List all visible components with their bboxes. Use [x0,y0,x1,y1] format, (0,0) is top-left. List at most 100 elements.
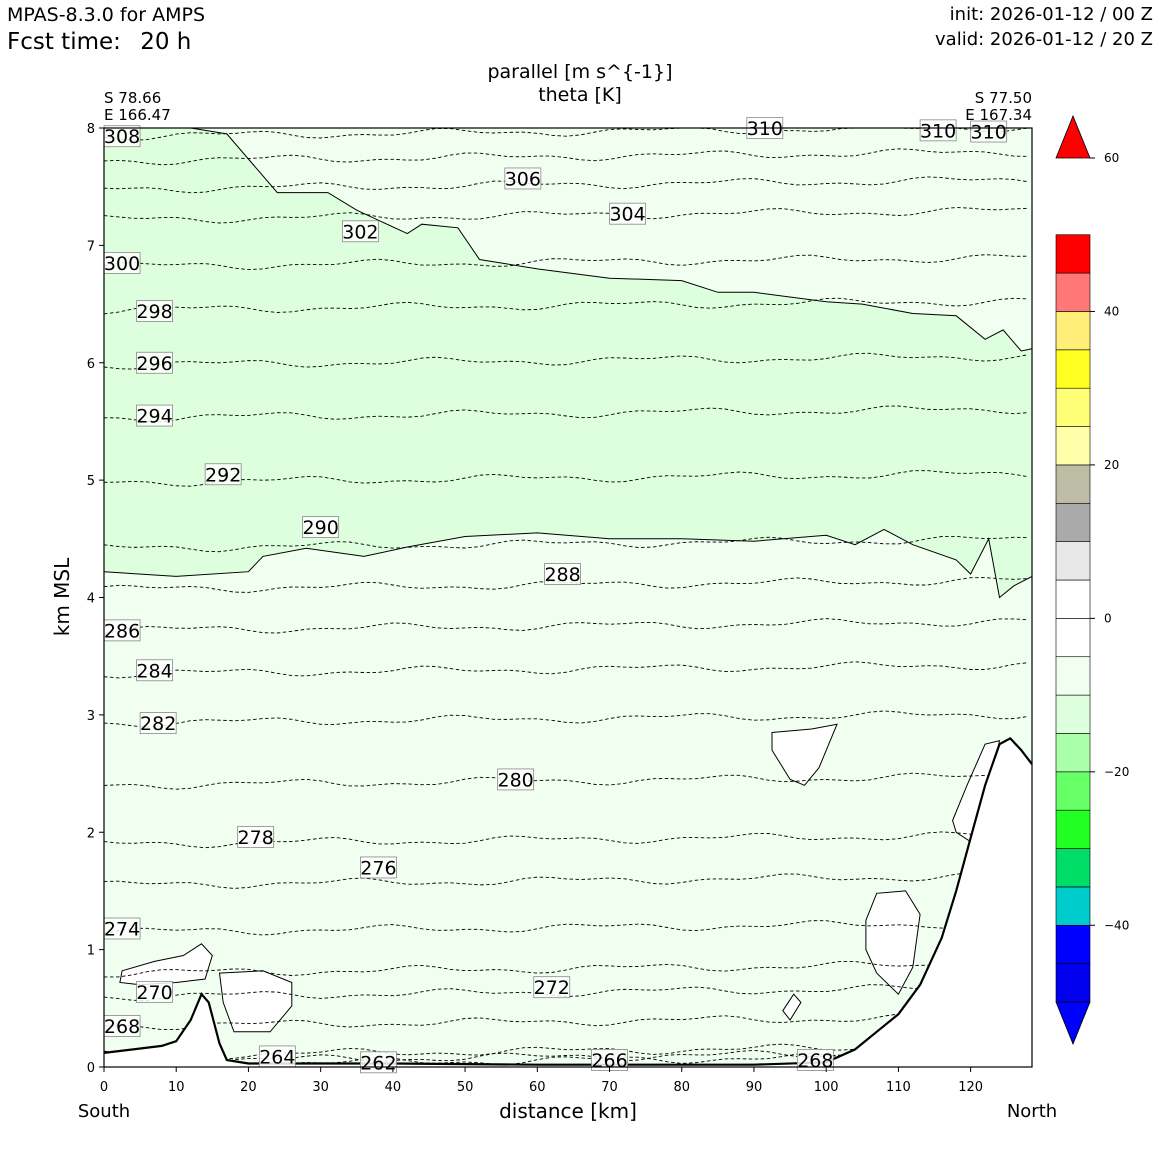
isentrope-label-5-box [533,976,571,999]
forecast-time-label: Fcst time: [7,29,121,55]
x-tick-120: 120 [958,1080,983,1095]
isentrope-label-9-box [497,768,535,791]
x-tick-70: 70 [601,1080,618,1095]
colorbar-bin-17 [1055,311,1091,351]
init-time: init: 2026-01-12 / 00 Z [949,4,1153,25]
isentrope-label-19: 300 [104,253,140,275]
isentrope-296 [103,352,1029,370]
isentrope-label-25: 310 [920,120,956,142]
isentrope-label-21: 304 [609,204,645,226]
isentrope-label-22-box [504,167,542,190]
colorbar-extend-high [1055,114,1091,159]
left-end-lon: E 166.47 [104,106,171,124]
isentrope-label-11: 284 [136,660,172,682]
left-end-lat: S 78.66 [104,89,161,107]
x-tick-30: 30 [312,1080,329,1095]
isentrope-292 [103,470,1029,487]
x-tick-40: 40 [385,1080,402,1095]
isentrope-label-26-box [970,120,1008,143]
title-line-1: parallel [m s^{-1}] [487,61,672,83]
isentrope-298 [103,297,1029,315]
isentrope-label-14: 290 [303,517,339,539]
zero-wind-cell-2 [771,723,838,786]
isentrope-label-4: 270 [136,982,172,1004]
isentrope-label-6: 274 [104,918,140,940]
isentrope-label-7-box [360,856,397,879]
colorbar-tick-0: 60 [1104,151,1119,165]
isentrope-label-21-box [609,202,646,225]
title-line-2: theta [K] [538,84,622,106]
isentrope-294 [103,405,1029,423]
isentrope-306 [103,148,1029,166]
x-tick-110: 110 [886,1080,911,1095]
isentrope-label-15-box [204,463,242,486]
x-tick-0: 0 [100,1080,108,1095]
isentrope-290 [103,535,1029,553]
colorbar-bin-6 [1055,733,1091,773]
isentrope-label-1: 264 [259,1046,295,1068]
isentrope-label-20: 302 [342,221,378,243]
colorbar-bin-9 [1055,618,1091,658]
right-end-lat: S 77.50 [975,89,1032,107]
isentrope-label-13: 288 [544,564,580,586]
forecast-time-value: 20 h [140,29,192,55]
left-end-direction: South [78,1101,130,1122]
colorbar-tick-1: 40 [1104,304,1119,318]
colorbar-bin-7 [1055,694,1091,734]
y-tick-0: 0 [87,1061,95,1076]
y-tick-5: 5 [87,474,95,489]
x-tick-20: 20 [240,1080,257,1095]
isentrope-276 [103,872,1029,889]
y-tick-2: 2 [87,826,95,841]
colorbar-bin-2 [1055,886,1091,926]
isentrope-268 [103,1013,1029,1031]
isentrope-label-18-box [136,300,173,323]
isentrope-label-16-box [136,404,173,427]
colorbar-bin-8 [1055,656,1091,696]
isentrope-label-0: 262 [360,1052,396,1074]
colorbar-tick-2: 20 [1104,458,1119,472]
isentrope-label-10-box [139,712,177,734]
isentrope-label-13-box [544,563,581,585]
isentrope-label-20-box [341,220,379,243]
isentrope-302 [103,207,1029,224]
x-tick-90: 90 [746,1080,763,1095]
isentrope-label-5: 272 [534,977,570,999]
y-tick-3: 3 [87,709,95,724]
y-tick-6: 6 [87,357,95,372]
y-tick-8: 8 [87,122,95,137]
colorbar-bin-11 [1055,541,1091,581]
isentrope-286 [103,618,1029,634]
isentrope-label-15: 292 [205,464,241,486]
isentrope-label-7: 276 [360,857,396,879]
right-end-direction: North [1007,1101,1057,1122]
colorbar-extend-low [1055,1001,1091,1046]
colorbar-bin-1 [1055,924,1091,964]
isentrope-label-22: 306 [505,168,541,190]
isentrope-label-23: 308 [104,126,140,148]
isentrope-label-18: 298 [136,301,172,323]
extra-label-0: 268 [797,1050,833,1072]
isentrope-label-12: 286 [104,620,140,642]
isentrope-label-17: 296 [136,353,172,375]
isentrope-label-8-box [237,826,275,848]
right-end-lon: E 167.34 [965,106,1032,124]
isentrope-label-17-box [136,351,173,374]
x-tick-10: 10 [168,1080,185,1095]
isentrope-label-25-box [919,119,957,142]
isentrope-272 [104,960,1029,978]
isentrope-label-10: 282 [140,713,176,735]
x-axis-label: distance [km] [499,1099,637,1123]
isentrope-label-4-box [136,980,173,1003]
y-axis-label: km MSL [50,557,74,636]
isentrope-300 [103,254,1029,271]
extra-label-0-box [796,1049,834,1071]
isentrope-label-26: 310 [971,122,1007,144]
y-tick-4: 4 [87,592,95,607]
isentrope-label-8: 278 [238,827,274,849]
colorbar-bin-15 [1055,387,1091,427]
x-tick-80: 80 [673,1080,690,1095]
isentrope-label-14-box [302,516,340,538]
colorbar-bin-16 [1055,349,1091,389]
